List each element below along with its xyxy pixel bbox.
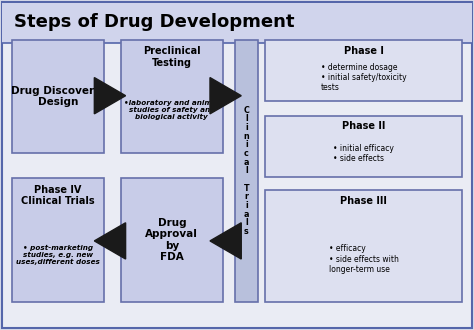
Text: C
l
i
n
i
c
a
l
 
T
r
i
a
l
s: C l i n i c a l T r i a l s (244, 106, 249, 236)
FancyBboxPatch shape (12, 178, 104, 302)
FancyBboxPatch shape (265, 115, 462, 177)
Text: • post-marketing
studies, e.g. new
uses,different doses: • post-marketing studies, e.g. new uses,… (16, 245, 100, 265)
Text: •laboratory and animal
studies of safety and
biological activity: •laboratory and animal studies of safety… (124, 100, 219, 120)
Text: Phase III: Phase III (340, 196, 387, 206)
Text: Phase IV
Clinical Trials: Phase IV Clinical Trials (21, 185, 95, 206)
FancyBboxPatch shape (121, 178, 223, 302)
FancyBboxPatch shape (265, 40, 462, 101)
Polygon shape (94, 223, 126, 259)
Text: • efficacy
• side effects with
longer-term use: • efficacy • side effects with longer-te… (329, 245, 399, 274)
Text: Drug Discovery/
Design: Drug Discovery/ Design (11, 86, 105, 107)
Polygon shape (94, 78, 126, 114)
FancyBboxPatch shape (121, 40, 223, 153)
Text: Drug
Approval
by
FDA: Drug Approval by FDA (146, 218, 198, 262)
Text: • determine dosage
• initial safety/toxicity
tests: • determine dosage • initial safety/toxi… (321, 63, 407, 92)
FancyBboxPatch shape (265, 190, 462, 302)
FancyBboxPatch shape (2, 3, 472, 43)
Polygon shape (210, 223, 241, 259)
FancyBboxPatch shape (235, 40, 258, 302)
FancyBboxPatch shape (2, 2, 472, 328)
Text: Phase II: Phase II (342, 121, 385, 131)
Text: Phase I: Phase I (344, 46, 384, 55)
FancyBboxPatch shape (12, 40, 104, 153)
Text: Steps of Drug Development: Steps of Drug Development (14, 14, 295, 31)
Text: • initial efficacy
• side effects: • initial efficacy • side effects (333, 144, 394, 163)
Polygon shape (210, 78, 241, 114)
Text: Preclinical
Testing: Preclinical Testing (143, 46, 201, 68)
